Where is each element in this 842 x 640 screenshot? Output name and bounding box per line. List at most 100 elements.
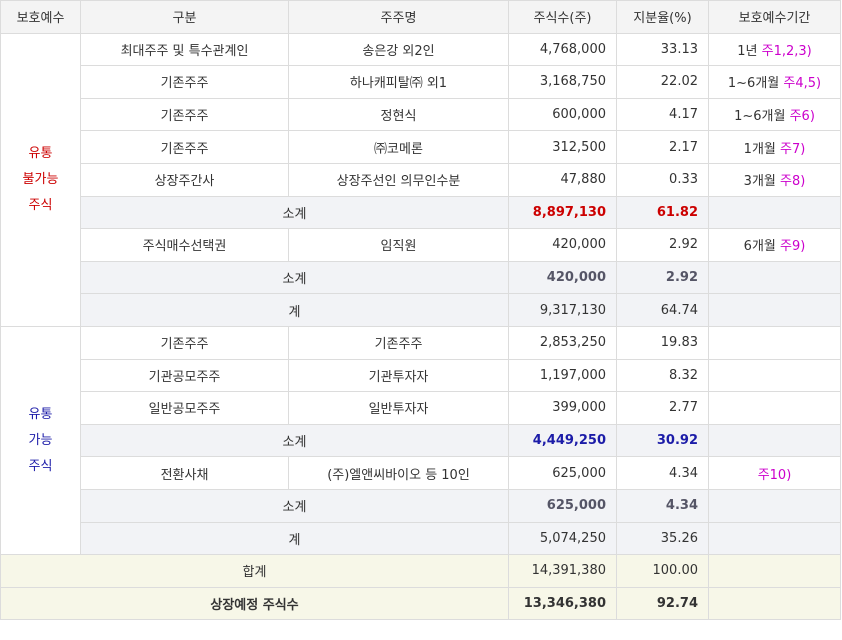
period-text: 1~6개월 [734,109,786,125]
note-link[interactable]: 주1,2,3) [761,43,812,59]
holder-cell: 일반투자자 [288,391,509,425]
category-cell: 기존주주 [80,65,289,99]
period-cell: 1~6개월 주6) [708,97,841,132]
subtotal-row: 소계 420,000 2.92 [0,260,841,295]
group-total-ratio: 64.74 [616,293,709,327]
table-row: 상장주간사 상장주선인 의무인수분 47,880 0.33 3개월 주8) [1,162,841,197]
header-cell: 주주명 [288,0,509,34]
empty-cell [708,423,841,458]
ratio-cell: 2.17 [616,130,709,164]
ratio-cell: 33.13 [616,32,709,67]
ratio-cell: 19.83 [616,325,709,360]
category-cell: 최대주주 및 특수관계인 [80,32,289,67]
period-cell: 1~6개월 주4,5) [708,65,841,99]
empty-cell [708,358,841,393]
note-link[interactable]: 주6) [789,109,815,125]
grand-total-label: 합계 [0,554,509,588]
subtotal-label: 소계 [80,260,509,295]
holder-cell: 기존주주 [288,325,509,360]
listing-shares: 13,346,380 [508,586,617,621]
empty-cell [708,325,841,360]
listing-label: 상장예정 주식수 [0,586,509,621]
subtotal-label: 소계 [80,423,509,458]
period-cell: 3개월 주8) [708,162,841,197]
category-cell: 주식매수선택권 [80,228,289,262]
group-label-line: 주식 [28,197,53,213]
period-cell: 1년 주1,2,3) [708,32,841,67]
subtotal-ratio: 61.82 [616,195,709,230]
table-header-row: 보호예수 구분 주주명 주식수(주) 지분율(%) 보호예수기간 [0,0,841,34]
note-link[interactable]: 주4,5) [783,76,822,92]
category-cell: 기관공모주주 [80,358,289,393]
shares-cell: 312,500 [508,130,617,164]
holder-cell: 정현식 [288,97,509,132]
shares-cell: 47,880 [508,162,617,197]
shares-cell: 625,000 [508,456,617,490]
category-cell: 기존주주 [80,97,289,132]
ratio-cell: 0.33 [616,162,709,197]
group-label-line: 불가능 [22,171,59,187]
table-row: 기존주주 정현식 600,000 4.17 1~6개월 주6) [1,97,841,132]
period-text: 6개월 [743,239,776,255]
period-cell: 1개월 주7) [708,130,841,164]
subtotal-shares: 8,897,130 [508,195,617,230]
group-total-label: 계 [80,521,509,556]
empty-cell [708,260,841,295]
group-total-row: 계 5,074,250 35.26 [0,521,841,556]
ratio-cell: 8.32 [616,358,709,393]
empty-cell [708,488,841,523]
group-total-label: 계 [80,293,509,327]
shares-cell: 1,197,000 [508,358,617,393]
group-label-line: 주식 [28,458,53,474]
table-row: 기관공모주주 기관투자자 1,197,000 8.32 [1,358,841,393]
header-cell: 주식수(주) [508,0,617,34]
table-row: 기존주주 ㈜코메론 312,500 2.17 1개월 주7) [1,130,841,164]
group-label-line: 유통 [28,145,53,161]
note-link[interactable]: 주9) [780,239,806,255]
group-total-ratio: 35.26 [616,521,709,556]
group-label-tradable: 유통 가능 주식 [0,325,81,556]
empty-cell [708,521,841,556]
header-cell: 보호예수기간 [708,0,841,34]
empty-cell [708,554,841,588]
table-row: 유통 가능 주식 기존주주 기존주주 2,853,250 19.83 [0,325,841,556]
subtotal-shares: 420,000 [508,260,617,295]
subtotal-row: 소계 4,449,250 30.92 [0,423,841,458]
subtotal-row: 소계 8,897,130 61.82 [0,195,841,230]
holder-cell: 송은강 외2인 [288,32,509,67]
empty-cell [708,586,841,621]
empty-cell [708,195,841,230]
table-row: 주식매수선택권 임직원 420,000 2.92 6개월 주9) [1,228,841,262]
period-text: 1개월 [743,141,776,157]
category-cell: 전환사채 [80,456,289,490]
period-text: 3개월 [743,174,776,190]
period-text: 1~6개월 [727,76,780,92]
note-link[interactable]: 주7) [780,141,806,157]
subtotal-label: 소계 [80,195,509,230]
category-cell: 기존주주 [80,130,289,164]
lockup-table: 보호예수 구분 주주명 주식수(주) 지분율(%) 보호예수기간 유통 불가능 … [0,0,841,621]
category-cell: 일반공모주주 [80,391,289,425]
category-cell: 기존주주 [80,325,289,360]
header-cell: 구분 [80,0,289,34]
category-cell: 상장주간사 [80,162,289,197]
subtotal-ratio: 2.92 [616,260,709,295]
holder-cell: (주)엘앤씨바이오 등 10인 [288,456,509,490]
note-link[interactable]: 주10) [757,467,792,483]
shares-cell: 2,853,250 [508,325,617,360]
period-text: 1년 [737,43,758,59]
table-row: 전환사채 (주)엘앤씨바이오 등 10인 625,000 4.34 주10) [1,456,841,490]
holder-cell: ㈜코메론 [288,130,509,164]
ratio-cell: 22.02 [616,65,709,99]
note-link[interactable]: 주8) [780,174,806,190]
holder-cell: 하나캐피탈㈜ 외1 [288,65,509,99]
table-row: 기존주주 하나캐피탈㈜ 외1 3,168,750 22.02 1~6개월 주4,… [1,65,841,99]
grand-total-row: 합계 14,391,380 100.00 [0,554,841,588]
subtotal-row: 소계 625,000 4.34 [0,488,841,523]
shares-cell: 3,168,750 [508,65,617,99]
empty-cell [708,293,841,327]
grand-total-shares: 14,391,380 [508,554,617,588]
listing-ratio: 92.74 [616,586,709,621]
holder-cell: 임직원 [288,228,509,262]
ratio-cell: 4.34 [616,456,709,490]
